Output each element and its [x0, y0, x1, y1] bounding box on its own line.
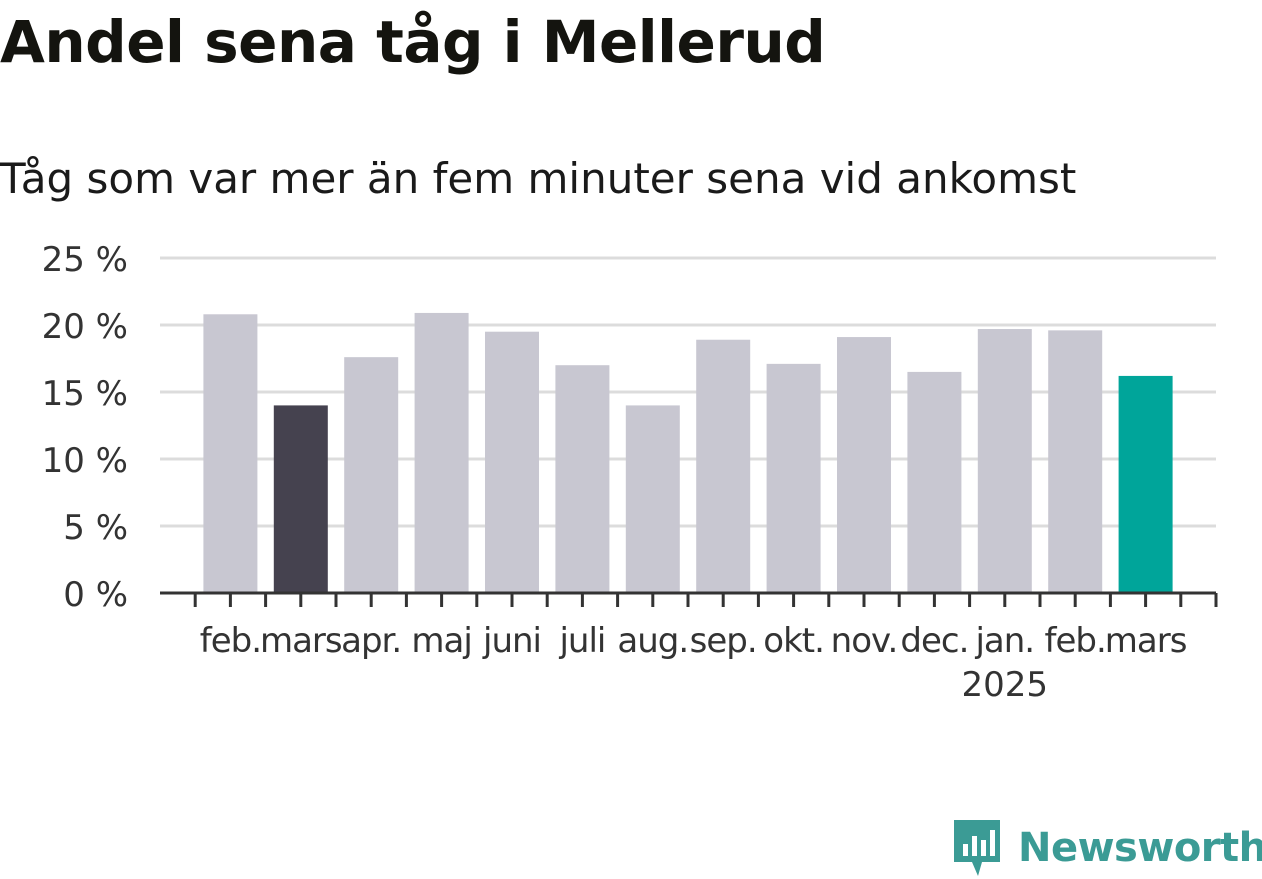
- y-tick-label: 5 %: [63, 508, 128, 548]
- x-tick-label: dec.: [900, 621, 968, 661]
- x-tick-label: maj: [411, 621, 471, 661]
- y-tick-label: 10 %: [42, 441, 128, 481]
- newsworthy-logo-icon: [954, 820, 1000, 876]
- chart-subtitle: Tåg som var mer än fem minuter sena vid …: [0, 154, 1077, 203]
- x-tick-label: okt.: [763, 621, 824, 661]
- x-tick-label: aug.: [617, 621, 688, 661]
- x-tick-label: jan.: [974, 621, 1034, 661]
- bar: [203, 314, 258, 593]
- bar: [485, 331, 539, 593]
- x-tick-label: nov.: [831, 621, 898, 661]
- y-tick-label: 0 %: [63, 575, 128, 615]
- bar: [1118, 375, 1173, 593]
- y-tick-label: 15 %: [42, 374, 128, 414]
- x-tick-label: juli: [558, 621, 605, 661]
- bar: [344, 357, 399, 593]
- bar: [1048, 330, 1103, 593]
- bar: [766, 363, 821, 593]
- x-tick-label: juni: [482, 621, 541, 661]
- brand-name: Newsworthy: [1018, 825, 1262, 871]
- x-tick-label: sep.: [690, 621, 757, 661]
- x-tick-label: feb.: [1045, 621, 1106, 661]
- x-tick-label: mars: [1105, 621, 1187, 661]
- x-tick-label: feb.: [200, 621, 261, 661]
- bar: [273, 405, 328, 593]
- x-year-label: 2025: [962, 665, 1049, 705]
- bar: [696, 339, 751, 593]
- x-tick-label: apr.: [341, 621, 401, 661]
- bar: [414, 312, 469, 593]
- bar: [837, 337, 891, 593]
- brand-logo: Newsworthy: [952, 818, 1262, 878]
- y-tick-label: 25 %: [42, 240, 128, 280]
- y-tick-label: 20 %: [42, 307, 128, 347]
- bar: [555, 365, 610, 593]
- bar: [625, 405, 680, 593]
- bar: [907, 371, 962, 593]
- bar: [977, 329, 1032, 593]
- x-tick-label: mars: [260, 621, 342, 661]
- chart-title: Andel sena tåg i Mellerud: [0, 8, 826, 76]
